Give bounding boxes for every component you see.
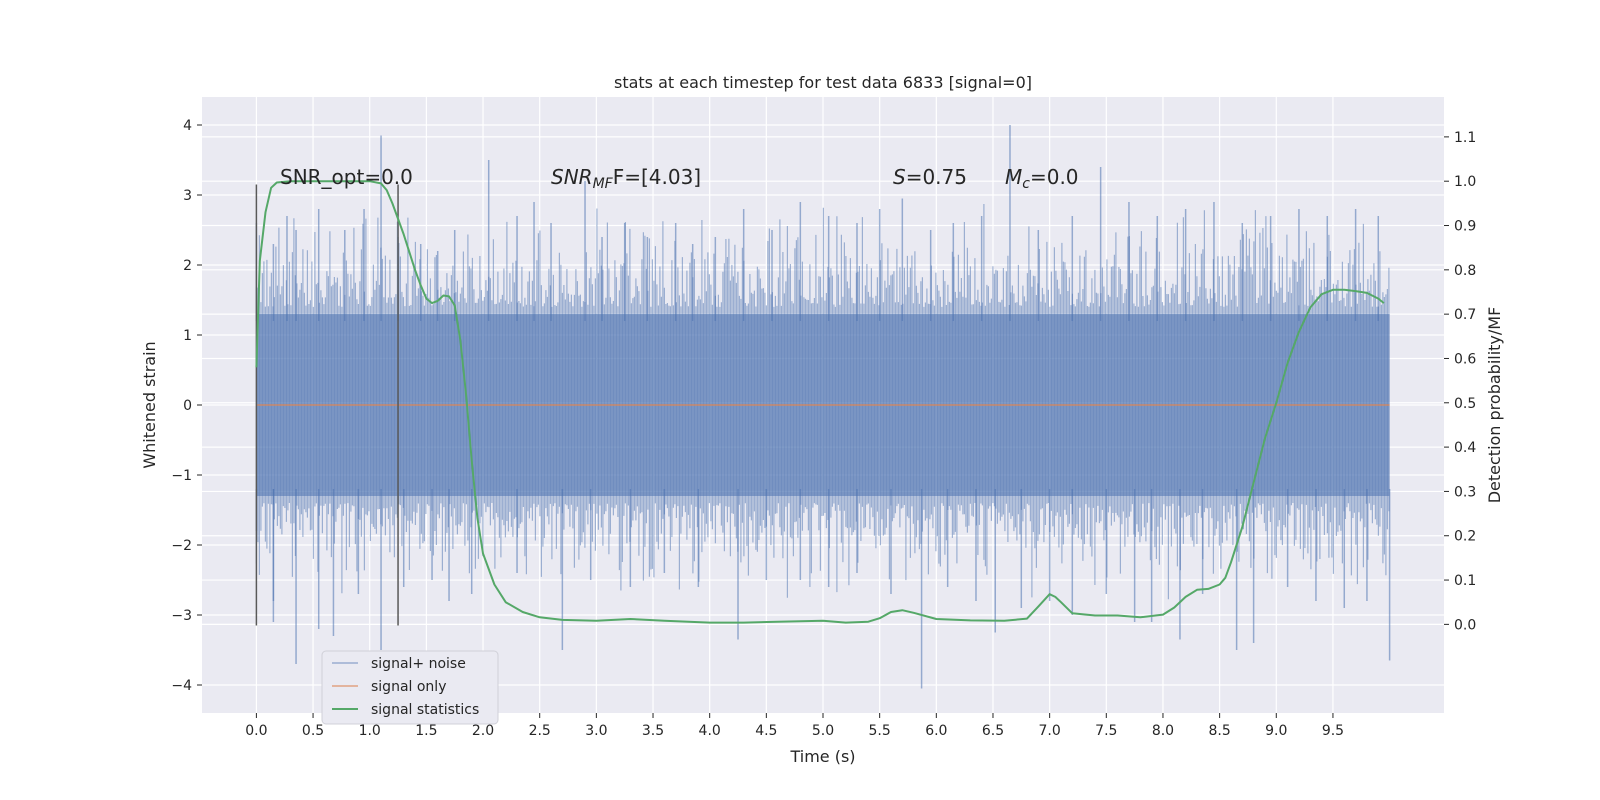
s-label: S bbox=[893, 165, 906, 189]
y-axis-label: Whitened strain bbox=[140, 341, 159, 468]
legend-label-signal: signal only bbox=[371, 679, 446, 695]
snr-mf-prefix: SNR bbox=[551, 165, 593, 189]
y2-tick-label: 0.8 bbox=[1454, 263, 1476, 279]
y2-tick-label: 0.4 bbox=[1454, 440, 1476, 456]
x-tick-label: 6.5 bbox=[982, 723, 1004, 739]
x-tick-label: 1.5 bbox=[415, 723, 437, 739]
y2-tick-label: 0.3 bbox=[1454, 484, 1476, 500]
y2-tick-label: 0.2 bbox=[1454, 529, 1476, 545]
y2-tick-label: 1.0 bbox=[1454, 174, 1476, 190]
mc-value: =0.0 bbox=[1030, 165, 1079, 189]
y2-tick-label: 0.1 bbox=[1454, 573, 1476, 589]
legend-box bbox=[321, 650, 499, 725]
y2-tick-label: 0.7 bbox=[1454, 307, 1476, 323]
y-tick-label: 2 bbox=[183, 258, 192, 274]
chart-title: stats at each timestep for test data 683… bbox=[614, 73, 1032, 92]
signal-statistics-line bbox=[255, 180, 1385, 624]
x-tick-label: 5.5 bbox=[869, 723, 891, 739]
x-tick-label: 8.0 bbox=[1152, 723, 1174, 739]
snr-mf-suffix: F=[4.03] bbox=[613, 165, 701, 189]
ticks: 0.0 0.5 1.0 1.5 2.0 2.5 3.0 3.5 4.0 4.5 5.0 5.5 6.0 6… bbox=[171, 118, 1476, 739]
x-tick-label: 0.0 bbox=[245, 723, 267, 739]
x-tick-label: 9.5 bbox=[1322, 723, 1344, 739]
x-tick-label: 5.0 bbox=[812, 723, 834, 739]
mc-sub: c bbox=[1022, 176, 1030, 192]
annotation-snr-opt: SNR_opt=0.0 bbox=[280, 165, 413, 189]
x-tick-label: 3.5 bbox=[642, 723, 664, 739]
legend-label-stats: signal statistics bbox=[371, 702, 479, 718]
annotation-mc: Mc=0.0 bbox=[1005, 165, 1079, 192]
x-tick-label: 0.5 bbox=[302, 723, 324, 739]
snr-mf-sub: MF bbox=[593, 176, 614, 192]
y2-tick-label: 1.1 bbox=[1454, 130, 1476, 146]
y-tick-label: 0 bbox=[183, 398, 192, 414]
x-tick-label: 2.5 bbox=[529, 723, 551, 739]
y2-tick-label: 0.0 bbox=[1454, 617, 1476, 633]
y-tick-label: 1 bbox=[183, 328, 192, 344]
annotation-s: S=0.75 bbox=[893, 165, 967, 189]
y-tick-label: 4 bbox=[183, 118, 192, 134]
y-tick-label: 3 bbox=[183, 188, 192, 204]
y-tick-label: −4 bbox=[171, 678, 192, 694]
y-tick-label: −3 bbox=[171, 608, 192, 624]
legend: signal+ noise signal only signal statist… bbox=[321, 650, 499, 725]
x-tick-label: 1.0 bbox=[359, 723, 381, 739]
y-tick-label: −1 bbox=[171, 468, 192, 484]
data-layer bbox=[255, 125, 1391, 689]
x-tick-label: 4.5 bbox=[755, 723, 777, 739]
x-tick-label: 9.0 bbox=[1265, 723, 1287, 739]
x-tick-label: 6.0 bbox=[925, 723, 947, 739]
y-tick-label: −2 bbox=[171, 538, 192, 554]
s-value: =0.75 bbox=[906, 165, 967, 189]
y2-tick-label: 0.9 bbox=[1454, 219, 1476, 235]
x-tick-label: 7.0 bbox=[1039, 723, 1061, 739]
legend-label-noise: signal+ noise bbox=[371, 656, 466, 672]
x-tick-label: 8.5 bbox=[1208, 723, 1230, 739]
x-axis-label: Time (s) bbox=[789, 747, 855, 766]
y2-tick-label: 0.5 bbox=[1454, 396, 1476, 412]
x-tick-label: 7.5 bbox=[1095, 723, 1117, 739]
x-tick-label: 4.0 bbox=[699, 723, 721, 739]
x-tick-label: 3.0 bbox=[585, 723, 607, 739]
mc-label: M bbox=[1005, 165, 1022, 189]
y2-tick-label: 0.6 bbox=[1454, 351, 1476, 367]
y-axis-right-label: Detection probability/MF bbox=[1485, 307, 1504, 504]
annotation-snr-mf: SNRMFF=[4.03] bbox=[551, 165, 701, 192]
x-tick-label: 2.0 bbox=[472, 723, 494, 739]
